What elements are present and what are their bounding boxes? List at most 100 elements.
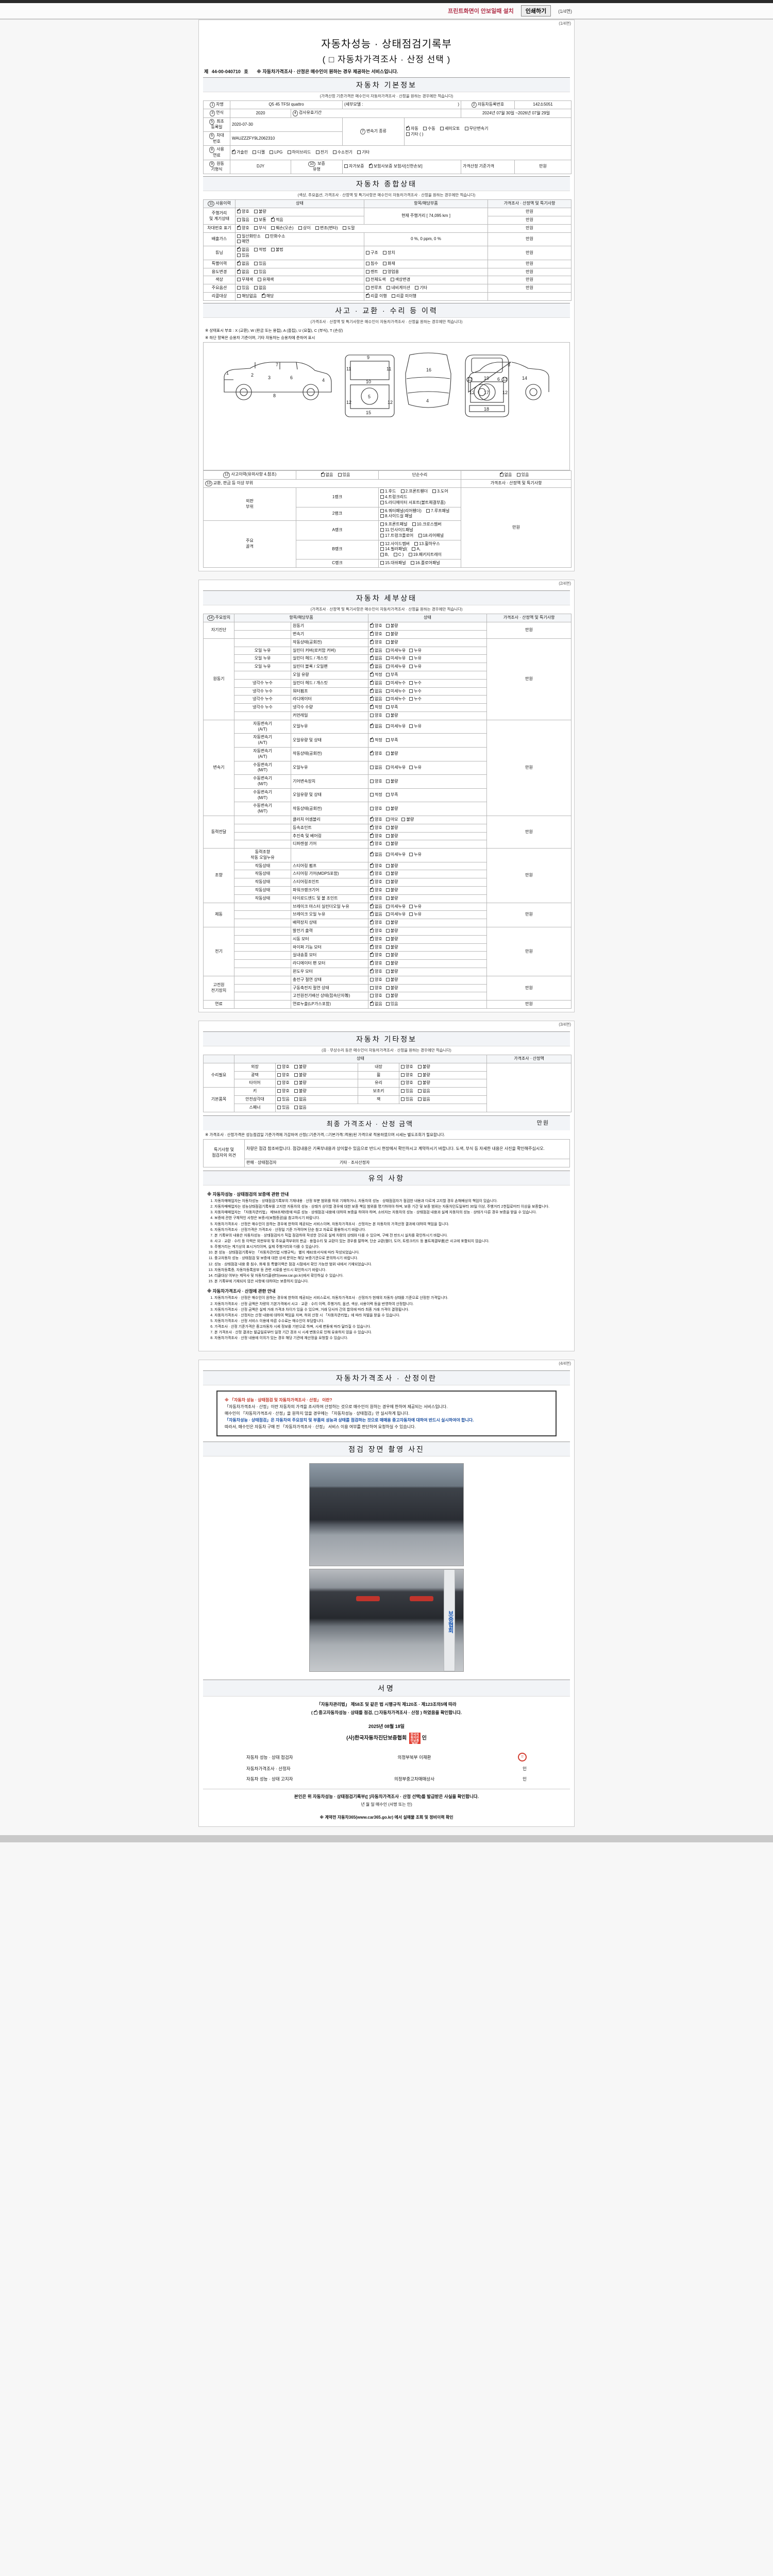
opt-1[interactable]: 부식	[254, 226, 266, 231]
opt-yes[interactable]: 있음	[401, 1097, 413, 1103]
opt-0[interactable]: 없음	[370, 1001, 382, 1007]
opt-1[interactable]: 불량	[385, 806, 398, 812]
opt-hc[interactable]: 탄화수소	[265, 234, 285, 240]
opt-1[interactable]: 불량	[385, 993, 398, 999]
checkbox-icon[interactable]	[385, 817, 390, 821]
opt-good[interactable]: 양호	[401, 1073, 413, 1078]
opt-bad[interactable]: 불량	[417, 1080, 430, 1086]
checkbox-icon[interactable]	[366, 250, 369, 255]
opt-0[interactable]: 없음	[370, 655, 382, 662]
checkbox-icon[interactable]	[253, 150, 257, 155]
opt-sunroof[interactable]: 썬루프	[366, 285, 382, 291]
opt-0[interactable]: 양호	[237, 225, 249, 231]
checkbox-icon[interactable]	[265, 234, 270, 238]
checkbox-icon[interactable]	[409, 697, 413, 701]
checkbox-icon[interactable]	[385, 937, 390, 941]
checkbox-icon[interactable]	[440, 126, 444, 130]
pillar-b[interactable]: B,	[380, 552, 389, 558]
checkbox-icon[interactable]	[400, 489, 405, 494]
pillar-a[interactable]: A,	[412, 547, 421, 552]
opt-commercial[interactable]: 영업용	[382, 269, 399, 275]
opt-co[interactable]: 일산화탄소	[237, 234, 261, 240]
opt-1[interactable]: 부족	[385, 705, 398, 710]
checkbox-icon[interactable]	[370, 779, 374, 783]
opt-bad[interactable]: 불량	[417, 1064, 430, 1070]
checkbox-icon[interactable]	[368, 163, 373, 168]
opt-0[interactable]: 적정	[370, 737, 382, 743]
checkbox-icon[interactable]	[315, 150, 320, 155]
opt-recall-notdone[interactable]: 리콜 미이행	[391, 294, 416, 299]
opt-exists[interactable]: 있음	[237, 253, 249, 259]
checkbox-icon[interactable]	[385, 853, 390, 857]
checkbox-icon[interactable]	[393, 553, 397, 557]
opt-1[interactable]: 불량	[385, 623, 398, 629]
opt-1[interactable]: 불량	[385, 953, 398, 958]
opt-0[interactable]: 양호	[370, 824, 382, 831]
opt-1[interactable]: 미세누유	[385, 852, 406, 858]
fuel-opt-5[interactable]: 수소전기	[332, 150, 352, 156]
opt-bad[interactable]: 불량	[254, 209, 266, 215]
checkbox-icon[interactable]	[366, 286, 369, 290]
checkbox-icon[interactable]	[409, 724, 413, 728]
checkbox-icon[interactable]	[270, 150, 274, 155]
checkbox-icon[interactable]	[401, 1081, 405, 1085]
opt-1[interactable]: 미세누수	[385, 681, 406, 686]
opt-structure[interactable]: 구조	[366, 250, 378, 256]
checkbox-icon[interactable]	[366, 293, 369, 298]
opt-bad[interactable]: 불량	[417, 1073, 430, 1078]
opt-1[interactable]: 불량	[385, 871, 398, 877]
part-11[interactable]: 11.인사이드패널	[380, 528, 413, 533]
checkbox-icon[interactable]	[370, 1001, 374, 1006]
opt-1[interactable]: 미세누유	[385, 656, 406, 662]
opt-0[interactable]: 양호	[370, 639, 382, 646]
opt-1[interactable]: 불량	[385, 928, 398, 934]
checkbox-icon[interactable]	[277, 1073, 281, 1077]
checkbox-icon[interactable]	[409, 689, 413, 693]
opt-no[interactable]: 없음	[294, 1097, 307, 1103]
opt-exists[interactable]: 있음	[254, 261, 266, 267]
checkbox-icon[interactable]	[254, 269, 258, 274]
checkbox-icon[interactable]	[370, 936, 374, 941]
opt-good[interactable]: 양호	[401, 1080, 413, 1086]
checkbox-icon[interactable]	[237, 246, 241, 252]
fuel-opt-1[interactable]: 디젤	[253, 150, 265, 156]
opt-0[interactable]: 양호	[370, 993, 382, 999]
opt-0[interactable]: 양호	[370, 779, 382, 785]
checkbox-icon[interactable]	[370, 968, 374, 974]
checkbox-icon[interactable]	[254, 261, 258, 265]
opt-bad[interactable]: 불량	[294, 1064, 307, 1070]
checkbox-icon[interactable]	[370, 944, 374, 949]
checkbox-icon-price[interactable]	[374, 1710, 378, 1715]
checkbox-icon[interactable]	[370, 631, 374, 636]
checkbox-icon[interactable]	[344, 164, 348, 168]
checkbox-icon[interactable]	[385, 880, 390, 884]
checkbox-icon[interactable]	[370, 887, 374, 892]
photo-rear[interactable]: 보증협회	[309, 1569, 464, 1672]
checkbox-icon[interactable]	[294, 1105, 298, 1109]
opt-chromatic[interactable]: 유채색	[258, 277, 274, 283]
opt-yes[interactable]: 있음	[277, 1105, 290, 1111]
part-6[interactable]: 6.쿼터패널(리어휀더)	[380, 509, 422, 514]
opt-1[interactable]: 불량	[385, 632, 398, 637]
checkbox-icon[interactable]	[237, 253, 241, 258]
checkbox-icon[interactable]	[385, 724, 390, 728]
checkbox-icon[interactable]	[464, 126, 468, 130]
part-2[interactable]: 2.프론트휀더	[400, 489, 428, 495]
opt-1[interactable]: 불량	[385, 920, 398, 926]
opt-0[interactable]: 없음	[370, 680, 382, 686]
checkbox-icon[interactable]	[370, 960, 374, 965]
opt-1[interactable]: 불량	[385, 863, 398, 869]
checkbox-icon[interactable]	[414, 541, 418, 546]
checkbox-icon[interactable]	[370, 870, 374, 876]
checkbox-icon[interactable]	[294, 1064, 298, 1069]
checkbox-icon[interactable]	[370, 977, 374, 981]
checkbox-icon[interactable]	[385, 863, 390, 868]
opt-0[interactable]: 양호	[370, 833, 382, 839]
checkbox-icon[interactable]	[370, 750, 374, 756]
pillar-c[interactable]: C )	[393, 552, 404, 558]
checkbox-icon[interactable]	[385, 779, 390, 783]
checkbox-icon[interactable]	[277, 1105, 281, 1109]
checkbox-icon[interactable]	[321, 471, 325, 477]
opt-1[interactable]: 불량	[385, 937, 398, 942]
checkbox-icon[interactable]	[385, 713, 390, 717]
